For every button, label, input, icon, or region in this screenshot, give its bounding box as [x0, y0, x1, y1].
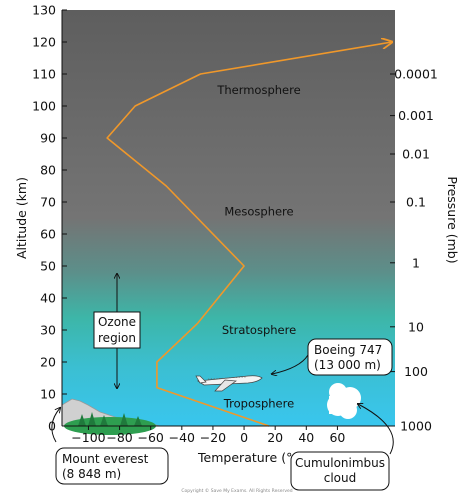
pressure-tick-label: 0.01 [402, 147, 430, 162]
y-tick-label: 70 [40, 195, 56, 210]
trees [78, 412, 142, 426]
x-axis-title: Temperature (°C) [197, 450, 306, 465]
layer-label-troposphere: Troposphere [223, 397, 294, 411]
everest-pointer [51, 408, 60, 443]
temperature-line [106, 42, 392, 427]
y-tick-label: 20 [40, 355, 56, 370]
boeing-pointer [272, 354, 309, 374]
x-tick-label: −20 [200, 430, 226, 445]
y-tick-label: 40 [40, 291, 56, 306]
pressure-tick-label: 0.0001 [394, 67, 438, 82]
cloud-callout: Cumulonimbus cloud [290, 451, 390, 491]
layer-label-mesosphere: Mesosphere [224, 205, 293, 219]
y-tick-label: 110 [32, 67, 56, 82]
x-tick-label: −100 [71, 430, 105, 445]
y-tick-label: 60 [40, 227, 56, 242]
x-tick-label: 60 [329, 430, 345, 445]
pressure-tick-label: 0.001 [398, 108, 434, 123]
boeing-callout: Boeing 747 (13 000 m) [307, 338, 393, 376]
pressure-tick-label: 1000 [400, 419, 432, 434]
pressure-tick-label: 0.1 [406, 195, 426, 210]
y-axis-ticks: 0 10 20 30 40 50 60 70 80 90 100 110 120 130 [32, 3, 67, 434]
airplane [195, 375, 263, 392]
y-tick-label: 0 [48, 419, 56, 434]
y-tick-label: 50 [40, 259, 56, 274]
pressure-tick-label: 100 [404, 364, 428, 379]
y-tick-label: 100 [32, 99, 56, 114]
cloud-callout-text: Cumulonimbus cloud [295, 456, 385, 485]
x-tick-label: 20 [267, 430, 283, 445]
y-tick-label: 80 [40, 163, 56, 178]
layer-labels: Thermosphere Mesosphere Stratosphere Tropos… [216, 83, 300, 411]
everest-callout: Mount everest (8 848 m) [55, 447, 169, 485]
cumulonimbus-cloud-icon [327, 383, 361, 419]
everest-callout-text: Mount everest (8 848 m) [62, 452, 149, 481]
y-tick-label: 10 [40, 387, 56, 402]
pressure-axis-ticks: 0.0001 0.001 0.01 0.1 1 10 100 1000 [390, 67, 438, 434]
layer-label-stratosphere: Stratosphere [222, 323, 296, 337]
temperature-series [106, 42, 392, 427]
layer-label-thermosphere: Thermosphere [216, 83, 300, 97]
pressure-tick-label: 1 [412, 255, 420, 270]
y-tick-label: 90 [40, 131, 56, 146]
pressure-axis-title: Pressure (mb) [445, 176, 460, 263]
ozone-region-label: Ozone region [98, 315, 136, 345]
x-tick-label: 0 [240, 430, 248, 445]
y-tick-label: 30 [40, 323, 56, 338]
ozone-marker: Ozone region [93, 274, 141, 388]
x-axis-ticks: −100 −80 −60 −40 −20 0 20 40 60 [71, 426, 345, 445]
x-tick-label: 40 [298, 430, 314, 445]
y-tick-label: 130 [32, 3, 56, 18]
callout-arrows [51, 354, 394, 455]
cloud-pointer [358, 404, 394, 455]
boeing-callout-text: Boeing 747 (13 000 m) [314, 343, 382, 372]
y-axis-title: Altitude (km) [14, 177, 29, 259]
pressure-tick-label: 10 [408, 319, 424, 334]
y-tick-label: 120 [32, 35, 56, 50]
x-tick-label: −40 [169, 430, 195, 445]
x-tick-label: −80 [106, 430, 132, 445]
x-tick-label: −60 [138, 430, 164, 445]
copyright-text: Copyright © Save My Exams. All Rights Re… [181, 487, 292, 494]
